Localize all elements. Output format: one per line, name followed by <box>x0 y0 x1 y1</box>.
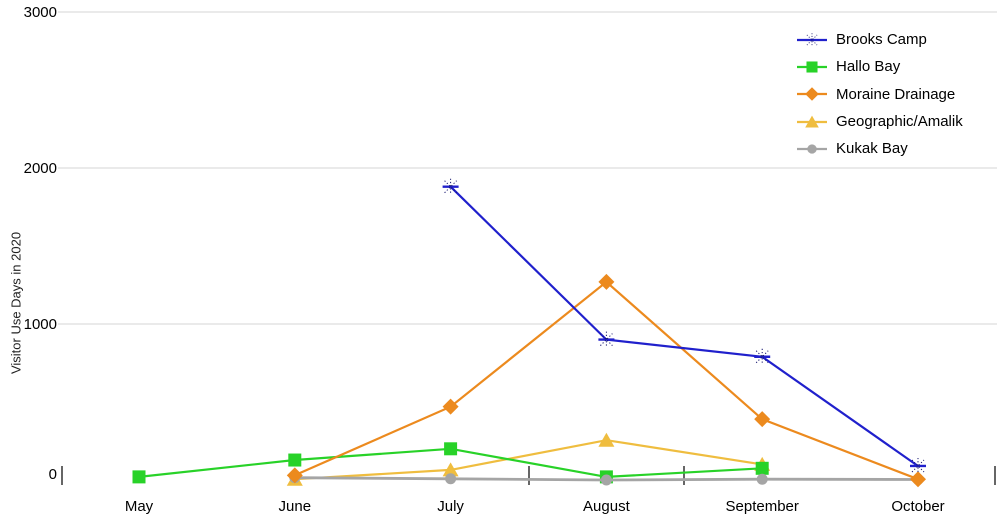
series-line-moraine-drainage <box>294 280 919 481</box>
circle-marker-icon <box>807 144 817 154</box>
triangle-marker-icon <box>805 115 819 128</box>
circle-marker-icon <box>756 473 768 485</box>
x-category-label-may: May <box>125 498 154 515</box>
square-legend-swatch-icon <box>797 61 827 73</box>
circle-legend-swatch-icon <box>797 144 827 154</box>
star-marker-icon <box>598 331 615 348</box>
diamond-marker-icon <box>910 471 926 488</box>
x-category-label-june: June <box>279 498 312 515</box>
diamond-marker-icon <box>442 398 459 415</box>
chart-legend: Brooks Camp Hallo Bay Moraine Drainage Geog… <box>796 26 963 162</box>
y-tick-label-0: 0 <box>49 466 57 483</box>
legend-item-hallo-bay: Hallo Bay <box>796 53 963 80</box>
y-tick-label-3000: 3000 <box>24 4 57 21</box>
legend-item-geographic-amalik: Geographic/Amalik <box>796 108 963 135</box>
x-category-label-october: October <box>891 498 944 515</box>
square-marker-icon <box>288 453 302 467</box>
diamond-marker-icon <box>754 411 771 428</box>
diamond-marker-icon <box>286 467 303 484</box>
y-tick-label-1000: 1000 <box>24 316 57 333</box>
series-line-brooks-camp <box>449 185 919 467</box>
legend-label: Brooks Camp <box>836 31 927 49</box>
square-marker-icon <box>755 461 769 475</box>
circle-marker-icon <box>600 474 612 486</box>
series-line-geographic-amalik <box>294 439 763 481</box>
x-category-label-september: September <box>726 498 799 515</box>
legend-item-moraine-drainage: Moraine Drainage <box>796 81 963 108</box>
diamond-marker-icon <box>598 273 615 290</box>
legend-label: Geographic/Amalik <box>836 113 963 131</box>
legend-label: Kukak Bay <box>836 140 908 158</box>
star-marker-icon <box>442 178 459 195</box>
circle-marker-icon <box>445 473 457 485</box>
square-marker-icon <box>444 442 458 456</box>
star-marker-icon <box>805 32 819 47</box>
diamond-marker-icon <box>805 87 819 102</box>
star-marker-icon <box>910 457 926 474</box>
triangle-legend-swatch-icon <box>797 115 827 128</box>
y-axis-title: Visitor Use Days in 2020 <box>8 231 24 375</box>
legend-label: Hallo Bay <box>836 58 901 76</box>
star-legend-swatch-icon <box>797 32 827 47</box>
triangle-marker-icon <box>598 432 615 447</box>
diamond-legend-swatch-icon <box>797 87 827 102</box>
triangle-marker-icon <box>442 462 459 477</box>
y-tick-label-2000: 2000 <box>24 160 57 177</box>
star-marker-icon <box>754 348 771 365</box>
legend-item-brooks-camp: Brooks Camp <box>796 26 963 53</box>
square-marker-icon <box>806 61 818 73</box>
legend-label: Moraine Drainage <box>836 85 956 103</box>
legend-item-kukak-bay: Kukak Bay <box>796 135 963 162</box>
x-category-label-august: August <box>583 498 631 515</box>
square-marker-icon <box>132 470 146 484</box>
x-category-label-july: July <box>437 498 464 515</box>
